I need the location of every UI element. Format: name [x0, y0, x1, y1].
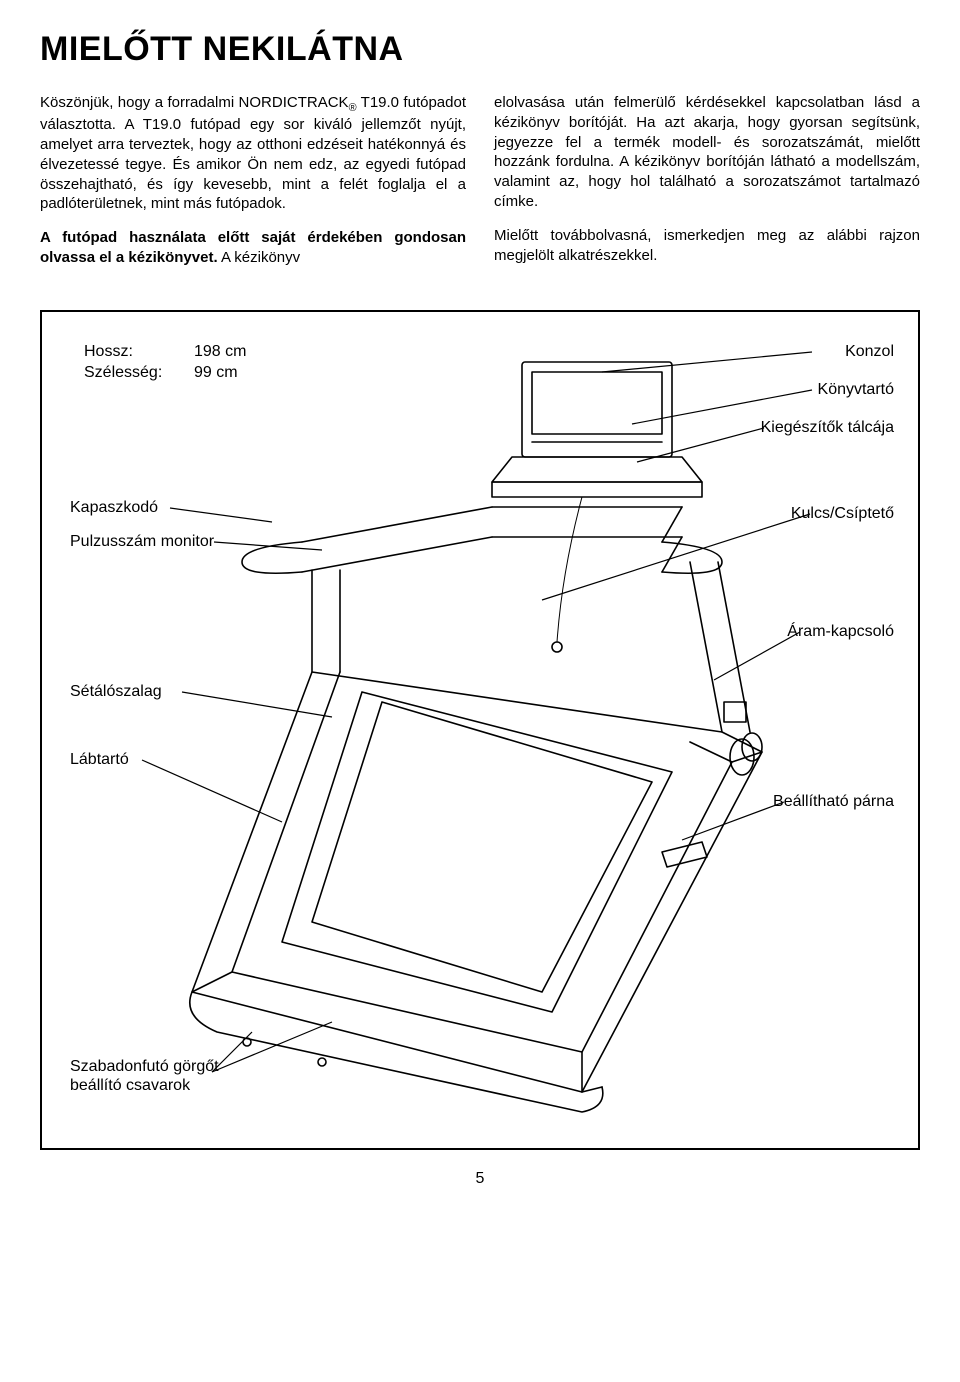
intro-paragraph-3: elolvasása után felmerülő kérdésekkel ka… [494, 93, 920, 212]
intro-columns: Köszönjük, hogy a forradalmi NORDICTRACK… [40, 93, 920, 282]
diagram-container: Hossz: 198 cm Szélesség: 99 cm [40, 310, 920, 1150]
label-kiegeszitok: Kiegészítők tálcája [761, 418, 894, 437]
label-kapaszkodo: Kapaszkodó [70, 498, 158, 517]
label-gorgo-line2: beállító csavarok [70, 1076, 190, 1095]
intro-paragraph-4: Mielőtt továbbolvasná, ismerkedjen meg a… [494, 226, 920, 266]
label-gorgo-line1: Szabadonfutó görgőt [70, 1057, 219, 1076]
label-konzol: Konzol [845, 342, 894, 361]
label-kulcs: Kulcs/Csíptető [791, 504, 894, 523]
label-parna: Beállítható párna [773, 792, 894, 811]
label-konyvtarto: Könyvtartó [818, 380, 894, 399]
column-left: Köszönjük, hogy a forradalmi NORDICTRACK… [40, 93, 466, 282]
page-number: 5 [40, 1170, 920, 1188]
page-title: MIELŐTT NEKILÁTNA [40, 30, 920, 69]
intro-paragraph-1: Köszönjük, hogy a forradalmi NORDICTRACK… [40, 93, 466, 214]
column-right: elolvasása után felmerülő kérdésekkel ka… [494, 93, 920, 282]
treadmill-illustration [162, 352, 842, 1132]
text-frag: A kézikönyv [218, 249, 301, 266]
label-setaloszalag: Sétálószalag [70, 682, 162, 701]
label-labtarto: Lábtartó [70, 750, 129, 769]
registered-mark: ® [349, 102, 357, 114]
label-aram: Áram-kapcsoló [787, 622, 894, 641]
text-frag: T19.0 futópadot választotta. A T19.0 fut… [40, 94, 466, 212]
intro-paragraph-2: A futópad használata előtt saját érdekéb… [40, 228, 466, 268]
label-pulzus: Pulzusszám monitor [70, 532, 214, 551]
text-frag: Köszönjük, hogy a forradalmi NORDICTRACK [40, 94, 349, 111]
